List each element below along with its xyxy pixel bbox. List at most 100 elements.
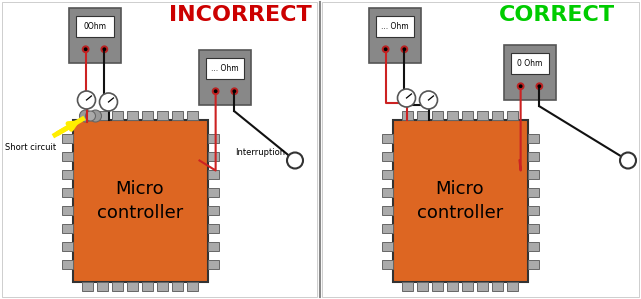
Bar — [381, 170, 392, 179]
Bar — [432, 282, 443, 291]
Bar — [2, 2, 317, 297]
Bar — [208, 170, 219, 179]
Bar — [528, 133, 538, 143]
Bar — [199, 50, 251, 105]
Circle shape — [401, 46, 408, 52]
Bar — [402, 282, 413, 291]
Circle shape — [287, 152, 303, 169]
Bar — [208, 133, 219, 143]
Bar — [62, 152, 72, 161]
Bar — [62, 133, 72, 143]
Bar — [208, 260, 219, 269]
Bar — [208, 242, 219, 251]
Bar — [62, 260, 72, 269]
Bar — [208, 152, 219, 161]
Bar — [528, 242, 538, 251]
Bar — [172, 111, 183, 120]
Circle shape — [233, 90, 235, 92]
Bar — [381, 152, 392, 161]
Bar — [187, 111, 198, 120]
Bar — [462, 282, 473, 291]
Circle shape — [101, 46, 108, 52]
Circle shape — [90, 110, 101, 122]
Text: 0 Ohm: 0 Ohm — [517, 59, 543, 68]
Circle shape — [385, 48, 387, 51]
Circle shape — [383, 46, 389, 52]
Bar — [208, 223, 219, 233]
Bar — [157, 282, 168, 291]
Circle shape — [85, 48, 87, 51]
Bar — [528, 170, 538, 179]
Bar — [187, 282, 198, 291]
Circle shape — [99, 93, 117, 111]
Bar — [62, 205, 72, 214]
Text: Interruption: Interruption — [235, 148, 285, 157]
Bar — [507, 111, 518, 120]
Circle shape — [419, 91, 438, 109]
Bar — [172, 282, 183, 291]
Bar — [447, 282, 458, 291]
Bar — [62, 223, 72, 233]
Bar — [477, 111, 488, 120]
Circle shape — [536, 83, 542, 89]
Text: 0Ohm: 0Ohm — [83, 22, 106, 31]
Bar — [206, 58, 244, 79]
Bar — [72, 120, 208, 282]
Bar — [528, 260, 538, 269]
Bar — [62, 170, 72, 179]
Bar — [381, 260, 392, 269]
Bar — [112, 111, 123, 120]
Text: Micro
controller: Micro controller — [97, 179, 183, 222]
Bar — [432, 111, 443, 120]
Bar — [82, 111, 93, 120]
Bar — [528, 187, 538, 196]
Bar — [504, 45, 556, 100]
Bar — [392, 120, 528, 282]
Bar — [69, 8, 121, 63]
Text: ... Ohm: ... Ohm — [381, 22, 409, 31]
Text: Micro
controller: Micro controller — [417, 179, 503, 222]
Text: Short circuit: Short circuit — [5, 144, 56, 152]
Bar — [62, 242, 72, 251]
Text: CORRECT: CORRECT — [499, 5, 615, 25]
Bar — [369, 8, 421, 63]
Bar — [402, 111, 413, 120]
Bar — [62, 187, 72, 196]
Bar — [381, 242, 392, 251]
Bar — [528, 205, 538, 214]
Bar — [417, 282, 428, 291]
Text: INCORRECT: INCORRECT — [169, 5, 312, 25]
Bar — [112, 282, 123, 291]
Bar — [127, 282, 138, 291]
Circle shape — [215, 90, 217, 92]
Bar — [208, 187, 219, 196]
Bar — [492, 111, 503, 120]
Bar — [381, 205, 392, 214]
Circle shape — [212, 88, 219, 94]
Circle shape — [231, 88, 238, 94]
Bar — [376, 16, 413, 37]
Circle shape — [517, 83, 524, 89]
Bar — [512, 53, 549, 74]
Bar — [82, 282, 93, 291]
Circle shape — [85, 111, 96, 121]
Bar — [157, 111, 168, 120]
Bar — [127, 111, 138, 120]
Bar — [142, 282, 153, 291]
Circle shape — [620, 152, 636, 169]
Bar — [492, 282, 503, 291]
Bar — [381, 133, 392, 143]
Text: ... Ohm: ... Ohm — [211, 64, 239, 73]
Bar — [381, 223, 392, 233]
Bar — [528, 152, 538, 161]
Circle shape — [538, 85, 540, 87]
Bar — [76, 16, 113, 37]
Circle shape — [78, 91, 96, 109]
Bar — [417, 111, 428, 120]
Bar — [208, 205, 219, 214]
Bar — [97, 282, 108, 291]
Bar — [97, 111, 108, 120]
Bar — [477, 282, 488, 291]
Bar — [447, 111, 458, 120]
Circle shape — [79, 110, 92, 122]
